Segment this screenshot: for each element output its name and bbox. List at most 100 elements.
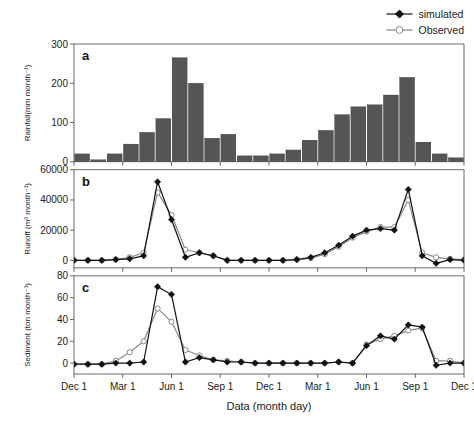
marker <box>140 253 146 259</box>
y-tick-label: 0 <box>62 358 68 369</box>
x-tick-label: Mar 1 <box>305 381 331 392</box>
bar <box>205 138 220 162</box>
bar <box>237 156 252 162</box>
x-tick <box>415 162 416 166</box>
bar <box>253 156 268 162</box>
x-tick <box>269 268 270 272</box>
y-tick-label: 20000 <box>40 225 68 236</box>
y-tick <box>70 319 74 320</box>
y-tick <box>70 341 74 342</box>
marker <box>322 360 328 366</box>
marker <box>252 360 258 366</box>
marker <box>280 258 285 263</box>
x-tick <box>171 268 172 272</box>
x-tick <box>366 268 367 272</box>
y-tick-label: 60 <box>57 292 69 303</box>
x-tick <box>122 268 123 272</box>
x-tick-label: Sep 1 <box>207 381 234 392</box>
y-tick-label: 20 <box>57 336 69 347</box>
marker <box>349 233 355 239</box>
bar <box>188 83 203 162</box>
x-tick <box>464 268 465 272</box>
marker <box>224 359 230 365</box>
x-tick <box>122 374 123 378</box>
legend-label: simulated <box>418 8 463 20</box>
x-axis-label: Data (month day) <box>227 400 312 412</box>
marker <box>74 257 77 263</box>
marker <box>239 359 244 364</box>
marker <box>405 186 411 192</box>
marker <box>294 360 300 366</box>
marker <box>182 254 188 260</box>
panel-label: b <box>82 174 90 189</box>
chart: 0100200300Rainfall(mm month⁻¹)a020000400… <box>0 0 474 428</box>
x-tick-label: Mar 1 <box>110 381 136 392</box>
y-tick <box>70 297 74 298</box>
marker <box>113 257 118 262</box>
marker <box>266 360 271 365</box>
x-tick <box>366 162 367 166</box>
bar <box>172 58 187 162</box>
bar <box>416 142 431 162</box>
y-tick <box>70 260 74 261</box>
x-tick <box>171 162 172 166</box>
x-tick <box>74 374 75 378</box>
marker <box>335 242 341 248</box>
x-tick <box>220 162 221 166</box>
marker <box>349 360 355 366</box>
x-tick <box>415 374 416 378</box>
marker <box>308 360 313 365</box>
marker <box>280 360 286 366</box>
y-tick-label: 300 <box>51 39 68 50</box>
marker <box>224 257 230 263</box>
panel-label: a <box>82 48 90 63</box>
bar <box>221 134 236 161</box>
marker <box>377 333 383 339</box>
y-tick <box>70 44 74 45</box>
marker <box>406 328 411 333</box>
x-tick <box>317 162 318 166</box>
marker <box>335 359 341 365</box>
legend-label: Observed <box>418 24 464 36</box>
x-tick <box>415 268 416 272</box>
y-tick-label: 100 <box>51 117 68 128</box>
marker <box>211 357 216 362</box>
marker <box>280 360 285 365</box>
y-tick <box>70 275 74 276</box>
marker <box>252 257 258 263</box>
bar <box>400 77 415 161</box>
legend: simulated Observed <box>386 8 464 36</box>
x-tick-label: Jun 1 <box>354 381 379 392</box>
y-tick <box>70 161 74 162</box>
marker <box>127 256 133 262</box>
marker <box>210 253 216 259</box>
marker <box>419 253 425 259</box>
bar <box>75 154 90 162</box>
marker <box>210 357 216 363</box>
marker <box>363 227 369 233</box>
bar <box>156 119 171 162</box>
marker <box>419 324 425 330</box>
x-tick <box>171 374 172 378</box>
bar <box>318 130 333 161</box>
bar <box>335 115 350 162</box>
marker <box>266 258 271 263</box>
marker <box>85 362 90 367</box>
y-axis-label: Sediment (ton month⁻¹) <box>23 283 32 367</box>
frame <box>74 44 464 162</box>
bar <box>432 154 447 162</box>
marker <box>294 257 299 262</box>
bar <box>270 154 285 162</box>
marker <box>196 354 202 360</box>
x-tick <box>317 268 318 272</box>
marker <box>363 342 369 348</box>
panel: 0200004000060000Runoff (m³ month⁻¹)b <box>23 164 467 272</box>
marker <box>405 322 411 328</box>
marker <box>391 336 397 342</box>
marker <box>74 361 77 367</box>
x-tick <box>220 268 221 272</box>
x-tick-label: Dec 1 <box>61 381 88 392</box>
marker <box>447 256 453 262</box>
marker <box>308 254 314 260</box>
y-tick <box>70 83 74 84</box>
